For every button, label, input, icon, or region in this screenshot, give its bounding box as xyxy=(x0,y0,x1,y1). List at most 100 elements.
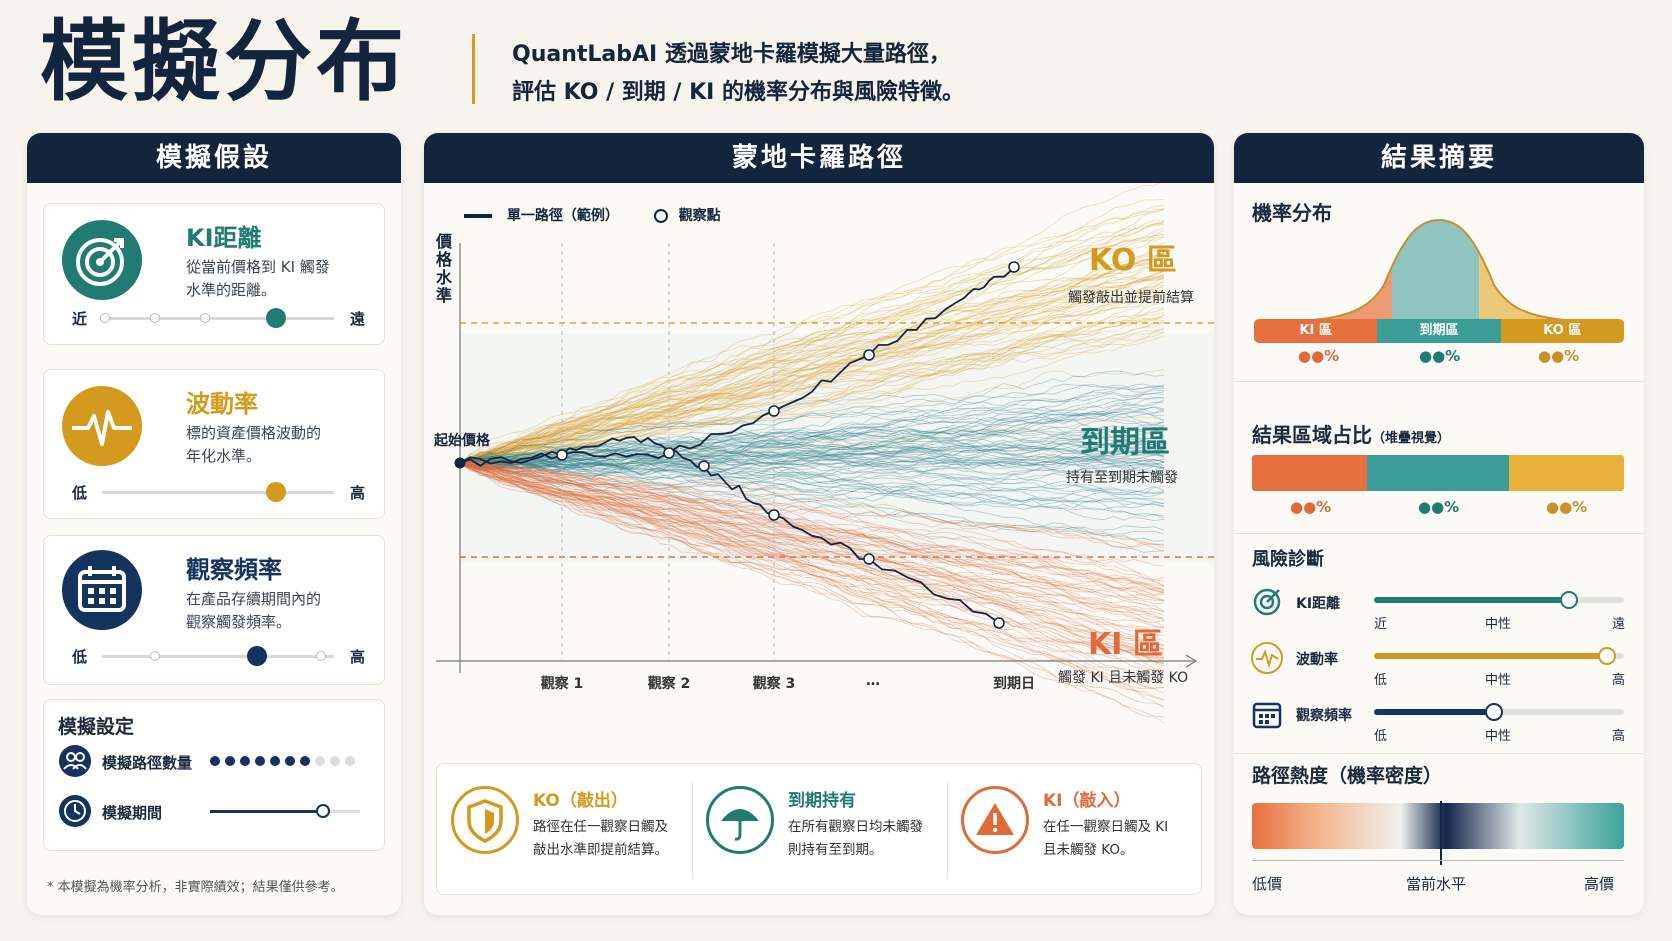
slider-step xyxy=(150,651,160,661)
outcome-ki-title: KI（敲入） xyxy=(1043,791,1131,811)
outcome-maturity-title: 到期持有 xyxy=(788,791,856,811)
target-icon xyxy=(62,220,142,300)
simulated-path xyxy=(459,448,1165,471)
risk-track[interactable] xyxy=(1374,597,1624,603)
simulated-path xyxy=(459,462,1165,641)
simulated-path xyxy=(459,317,1165,464)
simulated-path xyxy=(459,331,1165,464)
simulated-path xyxy=(459,462,1165,547)
simulated-path xyxy=(459,447,1165,468)
simulated-path xyxy=(459,199,1165,464)
section-divider xyxy=(1234,381,1644,382)
period-slider-knob[interactable] xyxy=(315,804,330,818)
simulated-path xyxy=(459,288,1165,464)
simulated-path xyxy=(459,449,1165,469)
simulated-path xyxy=(459,462,1165,694)
paths-count-dot xyxy=(330,756,340,766)
results-summary-panel: 結果摘要 機率分布 KI 區 到期區 KO 區 ●●% ●●% ●●% 結果區域… xyxy=(1234,133,1644,915)
simulated-path xyxy=(459,314,1165,464)
risk-knob[interactable] xyxy=(1560,591,1578,609)
simulated-path xyxy=(459,335,1165,464)
simulated-path xyxy=(459,278,1165,464)
simulated-path xyxy=(459,450,1165,482)
risk-knob[interactable] xyxy=(1485,703,1503,721)
ki-distance-slider[interactable] xyxy=(102,317,334,320)
x-tick-label: 觀察 2 xyxy=(647,676,691,692)
observation-point xyxy=(863,553,875,565)
simulated-path xyxy=(459,410,1165,464)
distribution-ki-label: KI 區 xyxy=(1254,319,1378,343)
paths-count-dot xyxy=(225,756,235,766)
paths-count-dot xyxy=(345,756,355,766)
paths-count-selector[interactable] xyxy=(210,754,360,768)
stacked-bar-ko xyxy=(1508,455,1624,491)
simulated-path xyxy=(459,277,1165,464)
simulated-path xyxy=(459,279,1165,464)
simulated-path xyxy=(459,410,1165,471)
header-description: QuantLabAI 透過蒙地卡羅模擬大量路徑， 評估 KO / 到期 / KI… xyxy=(512,36,964,112)
observation-point xyxy=(698,460,710,472)
simulated-path xyxy=(459,440,1165,466)
simulated-path xyxy=(459,286,1165,464)
simulated-path xyxy=(459,252,1165,464)
simulated-path xyxy=(459,426,1165,471)
simulated-path xyxy=(459,462,1165,636)
chart-legend: 單一路徑（範例） 觀察點 xyxy=(464,205,721,225)
simulated-path xyxy=(459,462,1165,663)
simulated-path xyxy=(459,462,1165,616)
simulated-path xyxy=(459,425,1165,464)
observation-frequency-slider-knob[interactable] xyxy=(247,646,268,666)
simulated-path xyxy=(459,461,1165,549)
simulated-path xyxy=(459,208,1165,464)
simulated-path xyxy=(459,462,1165,724)
simulated-path xyxy=(459,460,1165,492)
observation-frequency-desc-1: 在產品存續期間內的 xyxy=(186,590,322,608)
outcome-ko-desc-2: 敲出水準即提前結算。 xyxy=(533,842,668,858)
simulated-path xyxy=(459,222,1165,464)
pulse-icon xyxy=(62,386,142,466)
risk-knob[interactable] xyxy=(1597,647,1616,665)
observation-frequency-slider[interactable] xyxy=(102,655,334,658)
volatility-slider[interactable] xyxy=(102,491,334,494)
ki-distance-high-label: 遠 xyxy=(350,310,366,328)
header-divider xyxy=(472,34,475,104)
risk-row: KI距離近 中性 遠 xyxy=(1234,583,1644,633)
simulated-path xyxy=(459,436,1165,481)
simulated-path xyxy=(459,450,1165,465)
risk-mid-label: 中性 xyxy=(1485,673,1512,688)
simulated-path xyxy=(459,462,1165,647)
simulated-path xyxy=(459,266,1165,464)
observation-frequency-title: 觀察頻率 xyxy=(186,556,282,584)
page-title: 模擬分布 xyxy=(40,10,409,113)
simulated-path xyxy=(459,462,1165,701)
period-slider[interactable] xyxy=(210,810,360,813)
paths-count-dot xyxy=(300,756,310,766)
simulated-path xyxy=(459,461,1165,505)
simulated-path xyxy=(459,462,1165,690)
x-tick-label: 到期日 xyxy=(993,676,1035,692)
simulated-path xyxy=(459,397,1164,467)
volatility-slider-knob[interactable] xyxy=(266,482,286,502)
risk-track[interactable] xyxy=(1374,653,1624,659)
y-axis-label: 價格水準 xyxy=(436,232,453,305)
section-divider xyxy=(1234,533,1644,534)
ki-distance-slider-knob[interactable] xyxy=(266,308,286,328)
simulated-path xyxy=(459,426,1165,464)
pulse-icon xyxy=(1251,642,1283,674)
simulated-path xyxy=(459,284,1165,464)
simulated-path xyxy=(459,370,1165,464)
risk-high-label: 高 xyxy=(1612,729,1626,744)
simulated-path xyxy=(459,236,1165,464)
simulated-path xyxy=(459,454,1165,521)
ko-zone-title: KO 區 xyxy=(1089,243,1177,278)
simulated-path xyxy=(459,456,1165,473)
volatility-card: 波動率 標的資產價格波動的 年化水準。 低 高 xyxy=(43,369,385,519)
simulated-path xyxy=(459,461,1165,582)
simulated-path xyxy=(459,460,1165,671)
simulated-path xyxy=(459,443,1165,465)
slider-step xyxy=(150,313,160,323)
simulated-path xyxy=(459,417,1165,465)
simulated-path xyxy=(459,462,1165,587)
simulated-path xyxy=(459,442,1165,479)
distribution-curve xyxy=(1254,218,1624,324)
